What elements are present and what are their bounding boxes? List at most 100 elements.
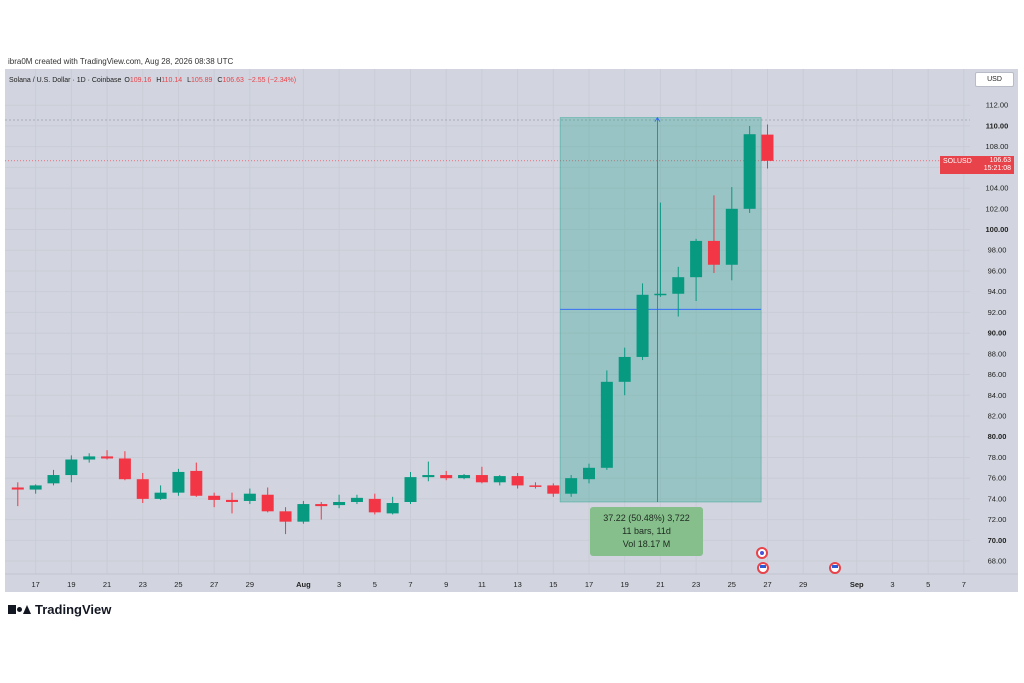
- candle-body[interactable]: [333, 501, 346, 506]
- low-label: L: [187, 77, 192, 84]
- price-axis-label: 76.00: [988, 474, 1007, 483]
- tradingview-brand[interactable]: TradingView: [8, 602, 111, 617]
- us-flag-event-icon[interactable]: [829, 562, 841, 574]
- candle-body[interactable]: [315, 504, 328, 507]
- candle-body[interactable]: [707, 240, 720, 265]
- candle-body[interactable]: [83, 456, 96, 460]
- time-axis-label: 19: [67, 580, 75, 589]
- split-event-icon[interactable]: [756, 547, 768, 559]
- candle-body[interactable]: [618, 356, 631, 382]
- price-axis-label: 100.00: [986, 225, 1009, 234]
- currency-button[interactable]: USD: [975, 72, 1014, 87]
- candle-body[interactable]: [190, 470, 203, 496]
- candle-body[interactable]: [761, 134, 774, 161]
- price-tag-price: 106.63: [989, 157, 1011, 164]
- change-value: −2.55 (−2.34%): [247, 77, 297, 84]
- price-axis-label: 68.00: [988, 557, 1007, 566]
- time-axis-label: 15: [549, 580, 557, 589]
- chart-area[interactable]: 112.00110.00108.00106.00104.00102.00100.…: [5, 69, 1018, 592]
- time-axis-label: 21: [103, 580, 111, 589]
- time-axis-label: 23: [692, 580, 700, 589]
- candle-body[interactable]: [65, 459, 78, 476]
- candle-body[interactable]: [136, 479, 149, 499]
- measure-bars: 11 bars, 11d: [622, 526, 671, 536]
- candle-body[interactable]: [404, 477, 417, 502]
- measure-info-box: 37.22 (50.48%) 3,722 11 bars, 11d Vol 18…: [590, 507, 703, 556]
- candle-body[interactable]: [422, 475, 435, 478]
- time-axis-label: 27: [763, 580, 771, 589]
- candle-body[interactable]: [101, 456, 114, 459]
- price-axis-label: 112.00: [986, 101, 1008, 110]
- candlestick-chart[interactable]: 112.00110.00108.00106.00104.00102.00100.…: [5, 69, 1018, 592]
- candle-body[interactable]: [47, 475, 60, 484]
- time-axis-label: 3: [337, 580, 341, 589]
- symbol-legend: Solana / U.S. Dollar · 1D · Coinbase O10…: [9, 77, 298, 84]
- candle-body[interactable]: [29, 485, 42, 490]
- price-axis-label: 70.00: [988, 536, 1007, 545]
- candle-body[interactable]: [458, 475, 471, 479]
- price-tag-symbol: SOLUSD: [943, 158, 972, 165]
- candle-body[interactable]: [208, 495, 221, 500]
- price-axis-label: 80.00: [988, 432, 1007, 441]
- candle-body[interactable]: [583, 467, 595, 480]
- candle-body[interactable]: [511, 476, 524, 486]
- price-axis-label: 88.00: [988, 349, 1007, 358]
- candle-body[interactable]: [172, 471, 185, 493]
- time-axis-label: 5: [926, 580, 930, 589]
- chart-credit: ibra0M created with TradingView.com, Aug…: [8, 57, 234, 66]
- candle-body[interactable]: [440, 475, 453, 479]
- candle-body[interactable]: [565, 478, 578, 494]
- last-price-tag: SOLUSD 106.63 15:21:08: [940, 156, 1014, 174]
- price-axis-label: 98.00: [988, 246, 1007, 255]
- candle-body[interactable]: [743, 134, 756, 209]
- time-axis-label: Sep: [850, 580, 864, 589]
- candle-body[interactable]: [636, 294, 649, 357]
- candle-body[interactable]: [529, 485, 542, 487]
- tradingview-logo-icon: [8, 605, 31, 614]
- us-flag-event-icon[interactable]: [757, 562, 769, 574]
- price-axis-label: 102.00: [986, 204, 1009, 213]
- time-axis-label: 21: [656, 580, 664, 589]
- candle-body[interactable]: [261, 494, 274, 512]
- candle-body[interactable]: [654, 293, 667, 296]
- time-axis-label: 17: [31, 580, 39, 589]
- candle-body[interactable]: [547, 485, 560, 494]
- price-axis-label: 92.00: [988, 308, 1007, 317]
- candle-body[interactable]: [243, 493, 256, 501]
- candle-body[interactable]: [493, 476, 506, 483]
- candle-body[interactable]: [600, 381, 613, 468]
- time-axis-label: 3: [890, 580, 894, 589]
- high-label: H: [156, 77, 162, 84]
- candle-body[interactable]: [226, 499, 238, 502]
- candle-body[interactable]: [297, 504, 310, 522]
- price-axis-label: 96.00: [988, 266, 1007, 275]
- measure-range-rect[interactable]: [559, 117, 762, 503]
- candle-body[interactable]: [350, 497, 363, 502]
- candle-body[interactable]: [475, 475, 488, 483]
- price-axis-label: 82.00: [988, 412, 1007, 421]
- close-value: 106.63: [222, 77, 244, 84]
- time-axis-label: 7: [962, 580, 966, 589]
- candle-body[interactable]: [368, 498, 381, 513]
- price-tag-countdown: 15:21:08: [983, 165, 1011, 172]
- time-axis-label: 19: [621, 580, 629, 589]
- time-axis-label: Aug: [296, 580, 311, 589]
- candle-body[interactable]: [725, 208, 738, 265]
- low-value: 105.89: [191, 77, 213, 84]
- price-axis-label: 110.00: [986, 121, 1009, 130]
- price-axis-label: 78.00: [988, 453, 1007, 462]
- candle-body[interactable]: [11, 487, 24, 490]
- candle-body[interactable]: [279, 511, 292, 522]
- price-axis-label: 74.00: [988, 494, 1007, 503]
- candle-body[interactable]: [118, 458, 131, 480]
- brand-name: TradingView: [35, 602, 112, 617]
- time-axis-label: 7: [408, 580, 412, 589]
- price-axis-label: 72.00: [988, 515, 1007, 524]
- candle-body[interactable]: [672, 277, 685, 294]
- candle-body[interactable]: [154, 492, 167, 499]
- candle-body[interactable]: [386, 503, 399, 514]
- candle-body[interactable]: [690, 240, 703, 278]
- time-axis-label: 5: [373, 580, 377, 589]
- time-axis-label: 23: [139, 580, 147, 589]
- time-axis-label: 17: [585, 580, 593, 589]
